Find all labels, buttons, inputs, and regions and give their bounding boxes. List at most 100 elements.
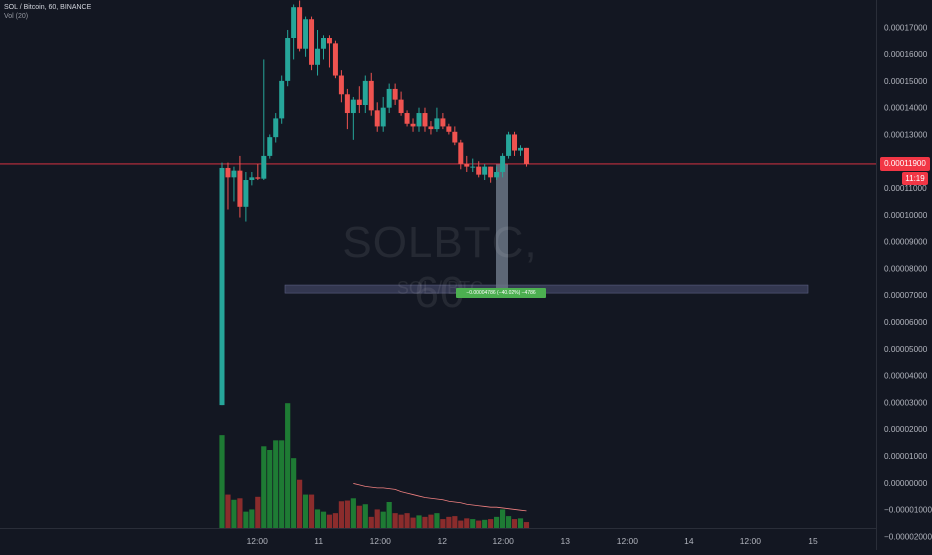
volume-bar: [386, 502, 392, 528]
volume-bar: [302, 494, 309, 528]
candle-body: [332, 43, 338, 76]
x-tick-label: 12:00: [740, 536, 762, 546]
volume-bar: [476, 520, 482, 528]
volume-bar: [505, 516, 512, 528]
volume-bar: [470, 519, 476, 528]
volume-bar: [446, 516, 452, 528]
volume-bar: [326, 514, 333, 528]
candle-body: [225, 167, 231, 178]
candle-body: [488, 166, 494, 178]
candle-body: [440, 118, 446, 127]
candle-body: [512, 134, 518, 151]
x-tick-label: 11: [314, 536, 323, 546]
candle-body: [315, 48, 321, 65]
volume-bar: [392, 513, 398, 528]
volume-bar: [249, 509, 255, 528]
candle-body: [506, 134, 512, 156]
y-tick-label: −0.00001000: [884, 506, 932, 515]
y-tick-label: 0.00015000: [884, 77, 928, 86]
y-tick-label: 0.00006000: [884, 318, 928, 327]
candle-body: [303, 19, 309, 49]
y-tick-label: 0.00017000: [884, 23, 928, 32]
volume-bar: [267, 450, 273, 528]
y-tick-label: 0.00009000: [884, 238, 928, 247]
volume-bar: [231, 499, 237, 528]
candle-body: [255, 177, 261, 179]
candle-body: [410, 123, 416, 127]
y-tick-label: 0.00016000: [884, 50, 928, 59]
volume-bar: [517, 518, 524, 528]
candle-body: [320, 38, 326, 49]
volume-bar: [273, 440, 279, 528]
y-tick-label: −0.00002000: [884, 532, 932, 541]
candle-body: [362, 80, 368, 105]
y-tick-label: 0.00010000: [884, 211, 928, 220]
volume-bar: [374, 509, 380, 528]
volume-bar: [261, 446, 267, 528]
volume-bar: [297, 479, 303, 528]
y-tick-label: 0.00007000: [884, 291, 928, 300]
candle-body: [458, 142, 464, 164]
candle-body: [416, 113, 422, 127]
candle-body: [392, 88, 398, 100]
candle-body: [261, 155, 267, 179]
y-tick-label: 0.00000000: [884, 479, 928, 488]
volume-bar: [225, 494, 231, 528]
volume-bar: [291, 458, 297, 528]
volume-bar: [523, 522, 530, 528]
y-tick-label: 0.00013000: [884, 130, 928, 139]
volume-bar: [255, 496, 261, 528]
candle-body: [464, 163, 470, 167]
y-tick-label: 0.00014000: [884, 104, 928, 113]
volume-bar: [344, 500, 350, 528]
volume-bar: [237, 498, 243, 528]
y-tick-label: 0.00011000: [884, 184, 927, 193]
volume-bar: [488, 519, 494, 528]
candle-body: [291, 7, 297, 39]
volume-bar: [464, 518, 470, 528]
last-price-tag: 0.00011900: [880, 156, 930, 171]
volume-bar: [332, 513, 339, 528]
volume-bar: [452, 516, 458, 528]
candle-body: [434, 118, 440, 130]
candle-body: [482, 166, 488, 175]
volume-bar: [482, 519, 488, 528]
volume-bar: [356, 505, 362, 528]
volume-bar: [416, 515, 422, 528]
candle-body: [344, 94, 350, 114]
candle-body: [398, 99, 404, 114]
volume-bar: [434, 513, 440, 528]
measure-zone: [284, 284, 809, 294]
candle-body: [285, 38, 291, 81]
measure-bar: [496, 163, 508, 293]
candle-body: [428, 126, 434, 130]
candle-body: [386, 88, 392, 108]
volume-bar: [404, 513, 410, 528]
volume-bar: [308, 494, 315, 528]
x-tick-label: 12: [438, 536, 448, 546]
volume-bar: [362, 504, 368, 528]
volume-indicator-label: Vol (20): [4, 13, 29, 20]
candle-body: [470, 166, 476, 168]
volume-bar: [398, 514, 404, 528]
watermark-symbol: SOLBTC, 60: [342, 218, 538, 317]
measure-label: −0.00004786 (−40.02%) −4786: [456, 288, 546, 298]
volume-bar: [338, 501, 344, 528]
volume-bar: [350, 498, 356, 528]
volume-bar: [285, 403, 291, 528]
y-tick-label: 0.00008000: [884, 264, 928, 273]
x-tick-label: 15: [808, 536, 818, 546]
x-tick-label: 12:00: [247, 536, 269, 546]
volume-bar: [511, 519, 518, 528]
bar-countdown-tag: 11:19: [902, 171, 928, 185]
candle-body: [350, 99, 356, 114]
y-tick-label: 0.00002000: [884, 425, 928, 434]
volume-bar: [440, 519, 446, 528]
x-tick-label: 12:00: [493, 536, 515, 546]
candle-body: [326, 38, 332, 44]
x-tick-label: 13: [561, 536, 571, 546]
candle-body: [476, 166, 482, 175]
volume-bar: [219, 435, 225, 528]
